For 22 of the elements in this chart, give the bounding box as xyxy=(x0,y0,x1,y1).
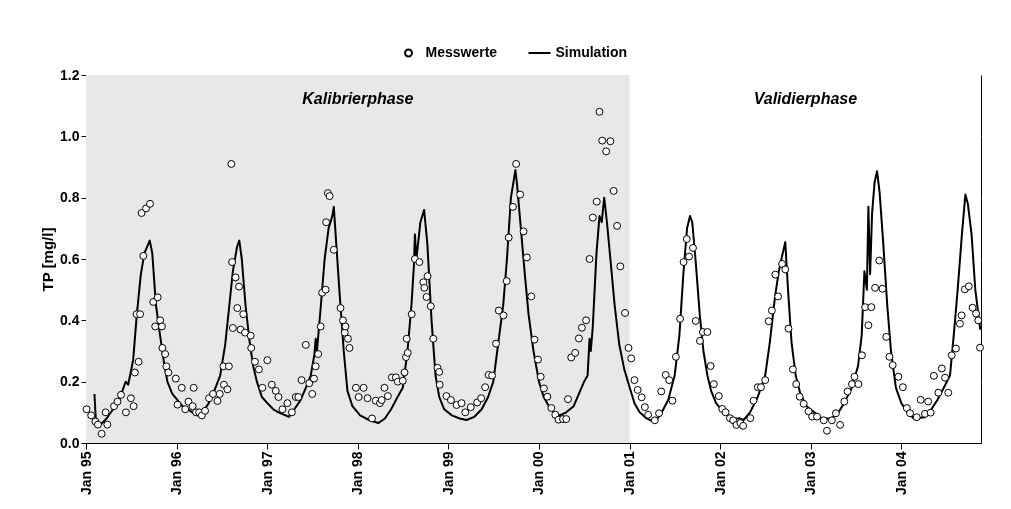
y-tick-label: 0.2 xyxy=(60,373,80,390)
x-tick-label: Jan 02 xyxy=(711,451,728,496)
x-tick-label: Jan 99 xyxy=(439,451,456,496)
x-tick-label: Jan 00 xyxy=(530,451,547,496)
x-tick-label: Jan 01 xyxy=(621,451,638,496)
legend-label: Simulation xyxy=(555,44,628,60)
x-tick-label: Jan 98 xyxy=(349,451,366,496)
x-tick-label: Jan 97 xyxy=(258,451,275,496)
y-tick-label: 1.0 xyxy=(60,127,80,144)
band-label: Kalibrierphase xyxy=(302,90,414,107)
x-tick-label: Jan 04 xyxy=(892,451,909,496)
y-axis-title: TP [mg/l] xyxy=(39,227,57,292)
band-label: Validierphase xyxy=(753,90,858,107)
y-tick-label: 0.8 xyxy=(60,189,80,206)
y-tick-label: 1.2 xyxy=(60,66,80,83)
legend-label: Messwerte xyxy=(425,44,498,60)
x-tick-label: Jan 96 xyxy=(168,451,185,496)
y-tick-label: 0.6 xyxy=(60,250,80,267)
x-tick-label: Jan 95 xyxy=(77,451,94,496)
y-tick-label: 0.4 xyxy=(60,311,80,328)
x-tick-label: Jan 03 xyxy=(802,451,819,496)
y-tick-label: 0.0 xyxy=(60,434,80,451)
